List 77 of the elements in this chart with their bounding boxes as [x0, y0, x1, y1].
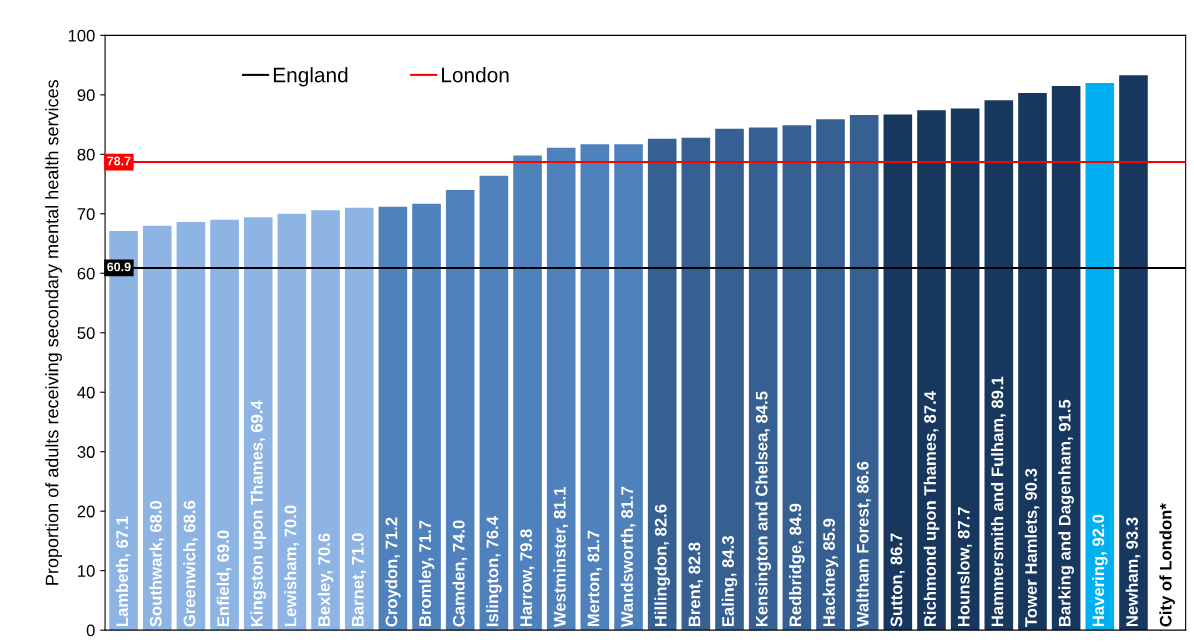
x-tick-label: Southwark, 68.0 [149, 500, 165, 627]
x-tick-label: Merton, 81.7 [587, 530, 602, 627]
legend-label: London [442, 67, 509, 83]
x-tick-label: Westminster, 81.1 [553, 487, 569, 628]
x-tick-label: Tower Hamlets, 90.3 [1024, 468, 1040, 627]
y-tick-label: 90 [77, 89, 95, 102]
y-axis-title: Proportion of adults receiving secondary mental health services [45, 79, 62, 585]
x-tick-label: Hackney, 85.9 [822, 518, 839, 627]
x-tick-label: Kingston upon Thames, 69.4 [250, 400, 267, 627]
bar [782, 125, 812, 631]
y-tick-label: 30 [77, 446, 95, 458]
x-tick-label: Redbridge, 84.9 [789, 503, 805, 627]
x-tick-label: Barnet, 71.0 [351, 533, 367, 627]
bar [681, 137, 711, 631]
y-tick-label: 70 [77, 208, 95, 220]
x-tick-label: Camden, 74.0 [452, 520, 468, 627]
x-tick-label: Lewisham, 70.0 [284, 505, 299, 627]
bar [311, 210, 340, 631]
x-tick-label: Wandsworth, 81.7 [620, 486, 636, 628]
bar [479, 175, 509, 631]
x-tick-label: Havering, 92.0 [1092, 514, 1108, 627]
bar [243, 217, 273, 631]
bar [849, 115, 879, 631]
x-tick-label: Sutton, 86.7 [890, 533, 905, 627]
x-tick-label: Newham, 93.3 [1125, 517, 1141, 627]
bar [176, 222, 206, 631]
x-tick-label: Hillingdon, 82.6 [654, 504, 670, 627]
y-tick-label: 100 [68, 29, 95, 42]
y-tick-label: 0 [86, 624, 95, 637]
bar [950, 108, 980, 631]
bar [883, 114, 913, 631]
annotation: 78.7 [107, 156, 131, 166]
x-tick-label: Harrow, 79.8 [520, 529, 535, 627]
annotation: 60.9 [107, 262, 131, 272]
bar [816, 119, 845, 631]
x-tick-label: City of London* [1159, 503, 1175, 627]
bar [210, 219, 239, 631]
bar [715, 128, 744, 631]
bar [1018, 93, 1047, 631]
x-tick-label: Enfield, 69.0 [216, 530, 232, 627]
bar [445, 190, 475, 631]
y-tick-label: 40 [77, 386, 95, 399]
bar [580, 144, 610, 631]
x-tick-label: Hounslow, 87.7 [957, 507, 973, 627]
x-tick-label: Bromley, 71.7 [418, 520, 435, 627]
x-tick-label: Islington, 76.4 [486, 516, 502, 627]
bar [344, 207, 374, 631]
y-tick-label: 10 [78, 565, 95, 577]
bar [614, 144, 643, 631]
x-tick-label: Hammersmith and Fulham, 89.1 [991, 376, 1006, 627]
x-tick-label: Croydon, 71.2 [385, 517, 401, 627]
y-tick-label: 20 [77, 505, 95, 518]
bar [378, 206, 408, 631]
bar [917, 110, 946, 631]
bar [277, 213, 307, 631]
y-tick-label: 80 [77, 148, 95, 161]
y-tick-label: 60 [77, 267, 95, 280]
legend-label: England [273, 67, 348, 87]
bar [1119, 75, 1148, 631]
x-tick-label: Greenwich, 68.6 [183, 500, 198, 627]
bar [513, 155, 542, 631]
bar [1051, 85, 1081, 631]
bar [546, 147, 576, 631]
bar [1085, 82, 1115, 631]
x-tick-label: Ealing, 84.3 [721, 536, 738, 627]
bar [412, 203, 441, 631]
x-tick-label: Lambeth, 67.1 [115, 516, 131, 627]
bar [647, 138, 677, 631]
x-tick-label: Waltham Forest, 86.6 [856, 461, 872, 628]
x-tick-label: Barking and Dagenham, 91.5 [1058, 399, 1074, 627]
x-tick-label: Bexley, 70.6 [317, 533, 334, 627]
bar [142, 225, 172, 631]
x-tick-label: Brent, 82.8 [688, 542, 703, 627]
x-tick-label: Richmond upon Thames, 87.4 [923, 391, 940, 627]
x-tick-label: Kensington and Chelsea, 84.5 [755, 391, 771, 627]
y-tick-label: 50 [77, 327, 95, 339]
bar [748, 127, 778, 631]
